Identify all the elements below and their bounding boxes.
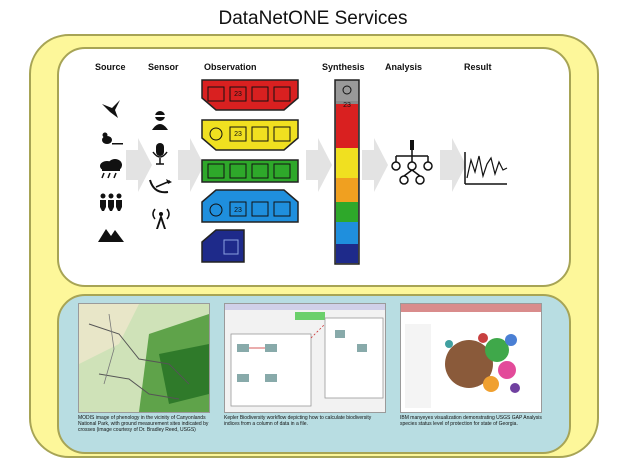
- flow-arrow-icon: [306, 138, 332, 192]
- people-icon: [100, 193, 122, 211]
- satellite-dish-icon: [149, 179, 172, 194]
- ibm-caption: IBM manyeyes visualization demonstrating…: [400, 415, 542, 427]
- synthesis-stack: [334, 79, 360, 265]
- mountain-icon: [98, 229, 124, 242]
- synthesis-badge: 23: [343, 102, 351, 109]
- observation-bar-green: [201, 159, 299, 183]
- flow-arrow-icon: [126, 138, 152, 192]
- modis-map-image: [78, 303, 210, 413]
- observation-badge-red: 23: [234, 91, 242, 98]
- antenna-icon: [152, 208, 170, 229]
- observation-bar-yellow: [201, 119, 299, 151]
- column-label-sensor: Sensor: [148, 62, 179, 72]
- bird-icon: [102, 100, 120, 118]
- observation-bar-red: [201, 79, 299, 111]
- duck-icon: [102, 132, 123, 145]
- kepler-caption: Kepler Biodiversity workflow depicting h…: [224, 415, 372, 427]
- flow-arrow-icon: [178, 138, 204, 192]
- flow-arrow-icon: [440, 138, 466, 192]
- manyeyes-bubble-image: [400, 303, 542, 413]
- rain-cloud-icon: [100, 159, 122, 179]
- column-label-analysis: Analysis: [385, 62, 423, 72]
- microphone-icon: [152, 143, 168, 165]
- observation-bar-navy: [201, 229, 245, 263]
- column-label-result: Result: [464, 62, 492, 72]
- flow-arrow-icon: [362, 138, 388, 192]
- line-graph-icon: [464, 152, 508, 185]
- kepler-workflow-image: [224, 303, 386, 413]
- column-label-source: Source: [95, 62, 126, 72]
- observation-bar-blue: [201, 189, 299, 223]
- observation-badge-blue: 23: [234, 207, 242, 214]
- modis-caption: MODIS image of phenology in the vicinity…: [78, 415, 209, 433]
- observation-badge-yellow: 23: [234, 131, 242, 138]
- page-title: DataNetONE Services: [218, 8, 408, 29]
- column-label-synthesis: Synthesis: [322, 62, 365, 72]
- column-label-observation: Observation: [204, 62, 257, 72]
- hierarchy-tree-icon: [391, 140, 433, 185]
- person-icon: [152, 111, 168, 130]
